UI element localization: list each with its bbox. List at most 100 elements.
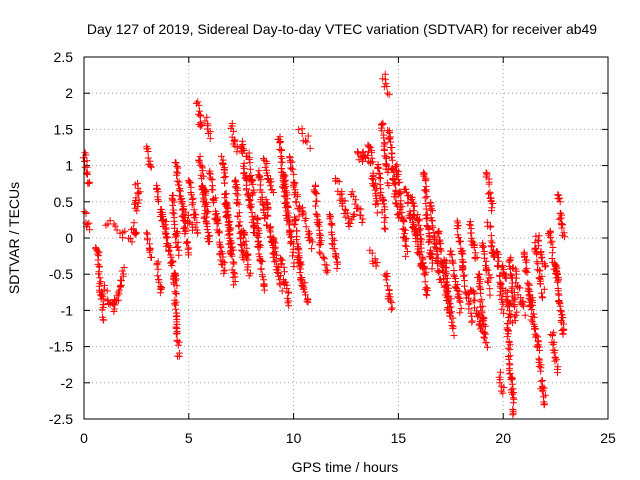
data-point: [146, 157, 154, 165]
data-point: [292, 216, 300, 224]
data-point: [335, 178, 343, 186]
data-point: [541, 400, 548, 408]
data-point: [528, 301, 536, 309]
data-point: [83, 157, 91, 165]
data-point: [327, 220, 335, 228]
data-point: [554, 287, 562, 295]
data-point: [402, 252, 410, 260]
data-point: [312, 189, 320, 197]
data-point: [358, 219, 366, 226]
data-point: [410, 202, 418, 210]
data-point: [295, 244, 303, 252]
data-point: [383, 273, 391, 280]
data-point: [539, 387, 547, 395]
data-point: [190, 214, 198, 222]
x-tick-label: 5: [185, 430, 193, 446]
data-point: [156, 289, 164, 297]
data-point: [243, 252, 251, 260]
data-point: [162, 225, 170, 233]
data-point: [192, 211, 200, 219]
data-point: [518, 298, 526, 306]
data-point: [240, 230, 248, 238]
data-point: [134, 199, 142, 207]
data-point: [306, 144, 314, 152]
data-point: [417, 225, 425, 233]
data-point: [324, 266, 332, 274]
data-point: [457, 304, 465, 312]
data-point: [200, 189, 208, 197]
data-point: [435, 267, 443, 275]
data-point: [487, 223, 495, 231]
data-point: [468, 234, 476, 242]
data-point: [382, 276, 390, 284]
data-point: [144, 154, 152, 162]
y-tick-label: 1.5: [54, 121, 74, 137]
data-point: [243, 244, 251, 252]
data-point: [395, 179, 403, 187]
data-point: [380, 224, 388, 232]
data-point: [426, 199, 434, 207]
data-point: [475, 282, 483, 290]
data-point: [100, 286, 108, 294]
data-point: [249, 180, 257, 188]
data-point: [182, 227, 190, 235]
data-point: [416, 226, 423, 234]
data-point: [554, 278, 561, 286]
y-tick-label: -0.5: [49, 266, 73, 282]
data-point: [169, 209, 177, 217]
data-point: [381, 206, 388, 214]
data-point: [538, 289, 545, 297]
y-tick-label: -2: [61, 375, 74, 391]
data-point: [298, 130, 306, 137]
data-point: [348, 216, 356, 224]
data-point: [453, 286, 461, 294]
data-point: [425, 226, 433, 234]
data-point: [511, 303, 518, 311]
data-point: [85, 219, 93, 227]
data-point: [444, 288, 452, 296]
data-point: [342, 213, 350, 221]
data-point: [471, 240, 478, 248]
data-point: [174, 243, 182, 251]
data-point: [221, 259, 229, 267]
data-point: [549, 340, 557, 348]
data-point: [419, 260, 427, 267]
data-point: [323, 268, 331, 276]
data-point: [480, 321, 488, 329]
data-point: [406, 207, 414, 215]
data-point: [264, 211, 272, 219]
data-point: [155, 278, 163, 286]
data-point: [385, 127, 393, 135]
data-point: [236, 218, 244, 226]
data-point: [161, 221, 169, 229]
data-point: [371, 255, 379, 263]
data-point: [452, 284, 460, 291]
data-point: [233, 148, 241, 156]
data-point: [548, 255, 556, 262]
data-point: [293, 233, 301, 241]
data-point: [502, 293, 510, 301]
data-point: [291, 220, 299, 228]
data-point: [100, 301, 108, 308]
data-point: [447, 303, 455, 311]
data-point: [466, 298, 474, 306]
data-point: [264, 205, 272, 213]
data-point: [366, 144, 374, 152]
data-point: [303, 138, 311, 146]
data-point: [216, 242, 224, 250]
data-point: [385, 182, 393, 189]
data-point: [392, 186, 400, 194]
data-point: [374, 164, 382, 172]
data-point: [345, 214, 353, 222]
data-point: [423, 193, 431, 201]
data-point: [422, 176, 430, 184]
data-point: [459, 265, 467, 273]
data-point: [185, 244, 193, 252]
data-point: [169, 201, 177, 209]
data-point: [498, 305, 506, 313]
data-point: [229, 258, 237, 266]
y-tick-label: 2.5: [54, 49, 74, 65]
data-point: [422, 215, 430, 223]
data-point: [196, 122, 204, 130]
data-point: [398, 202, 406, 210]
